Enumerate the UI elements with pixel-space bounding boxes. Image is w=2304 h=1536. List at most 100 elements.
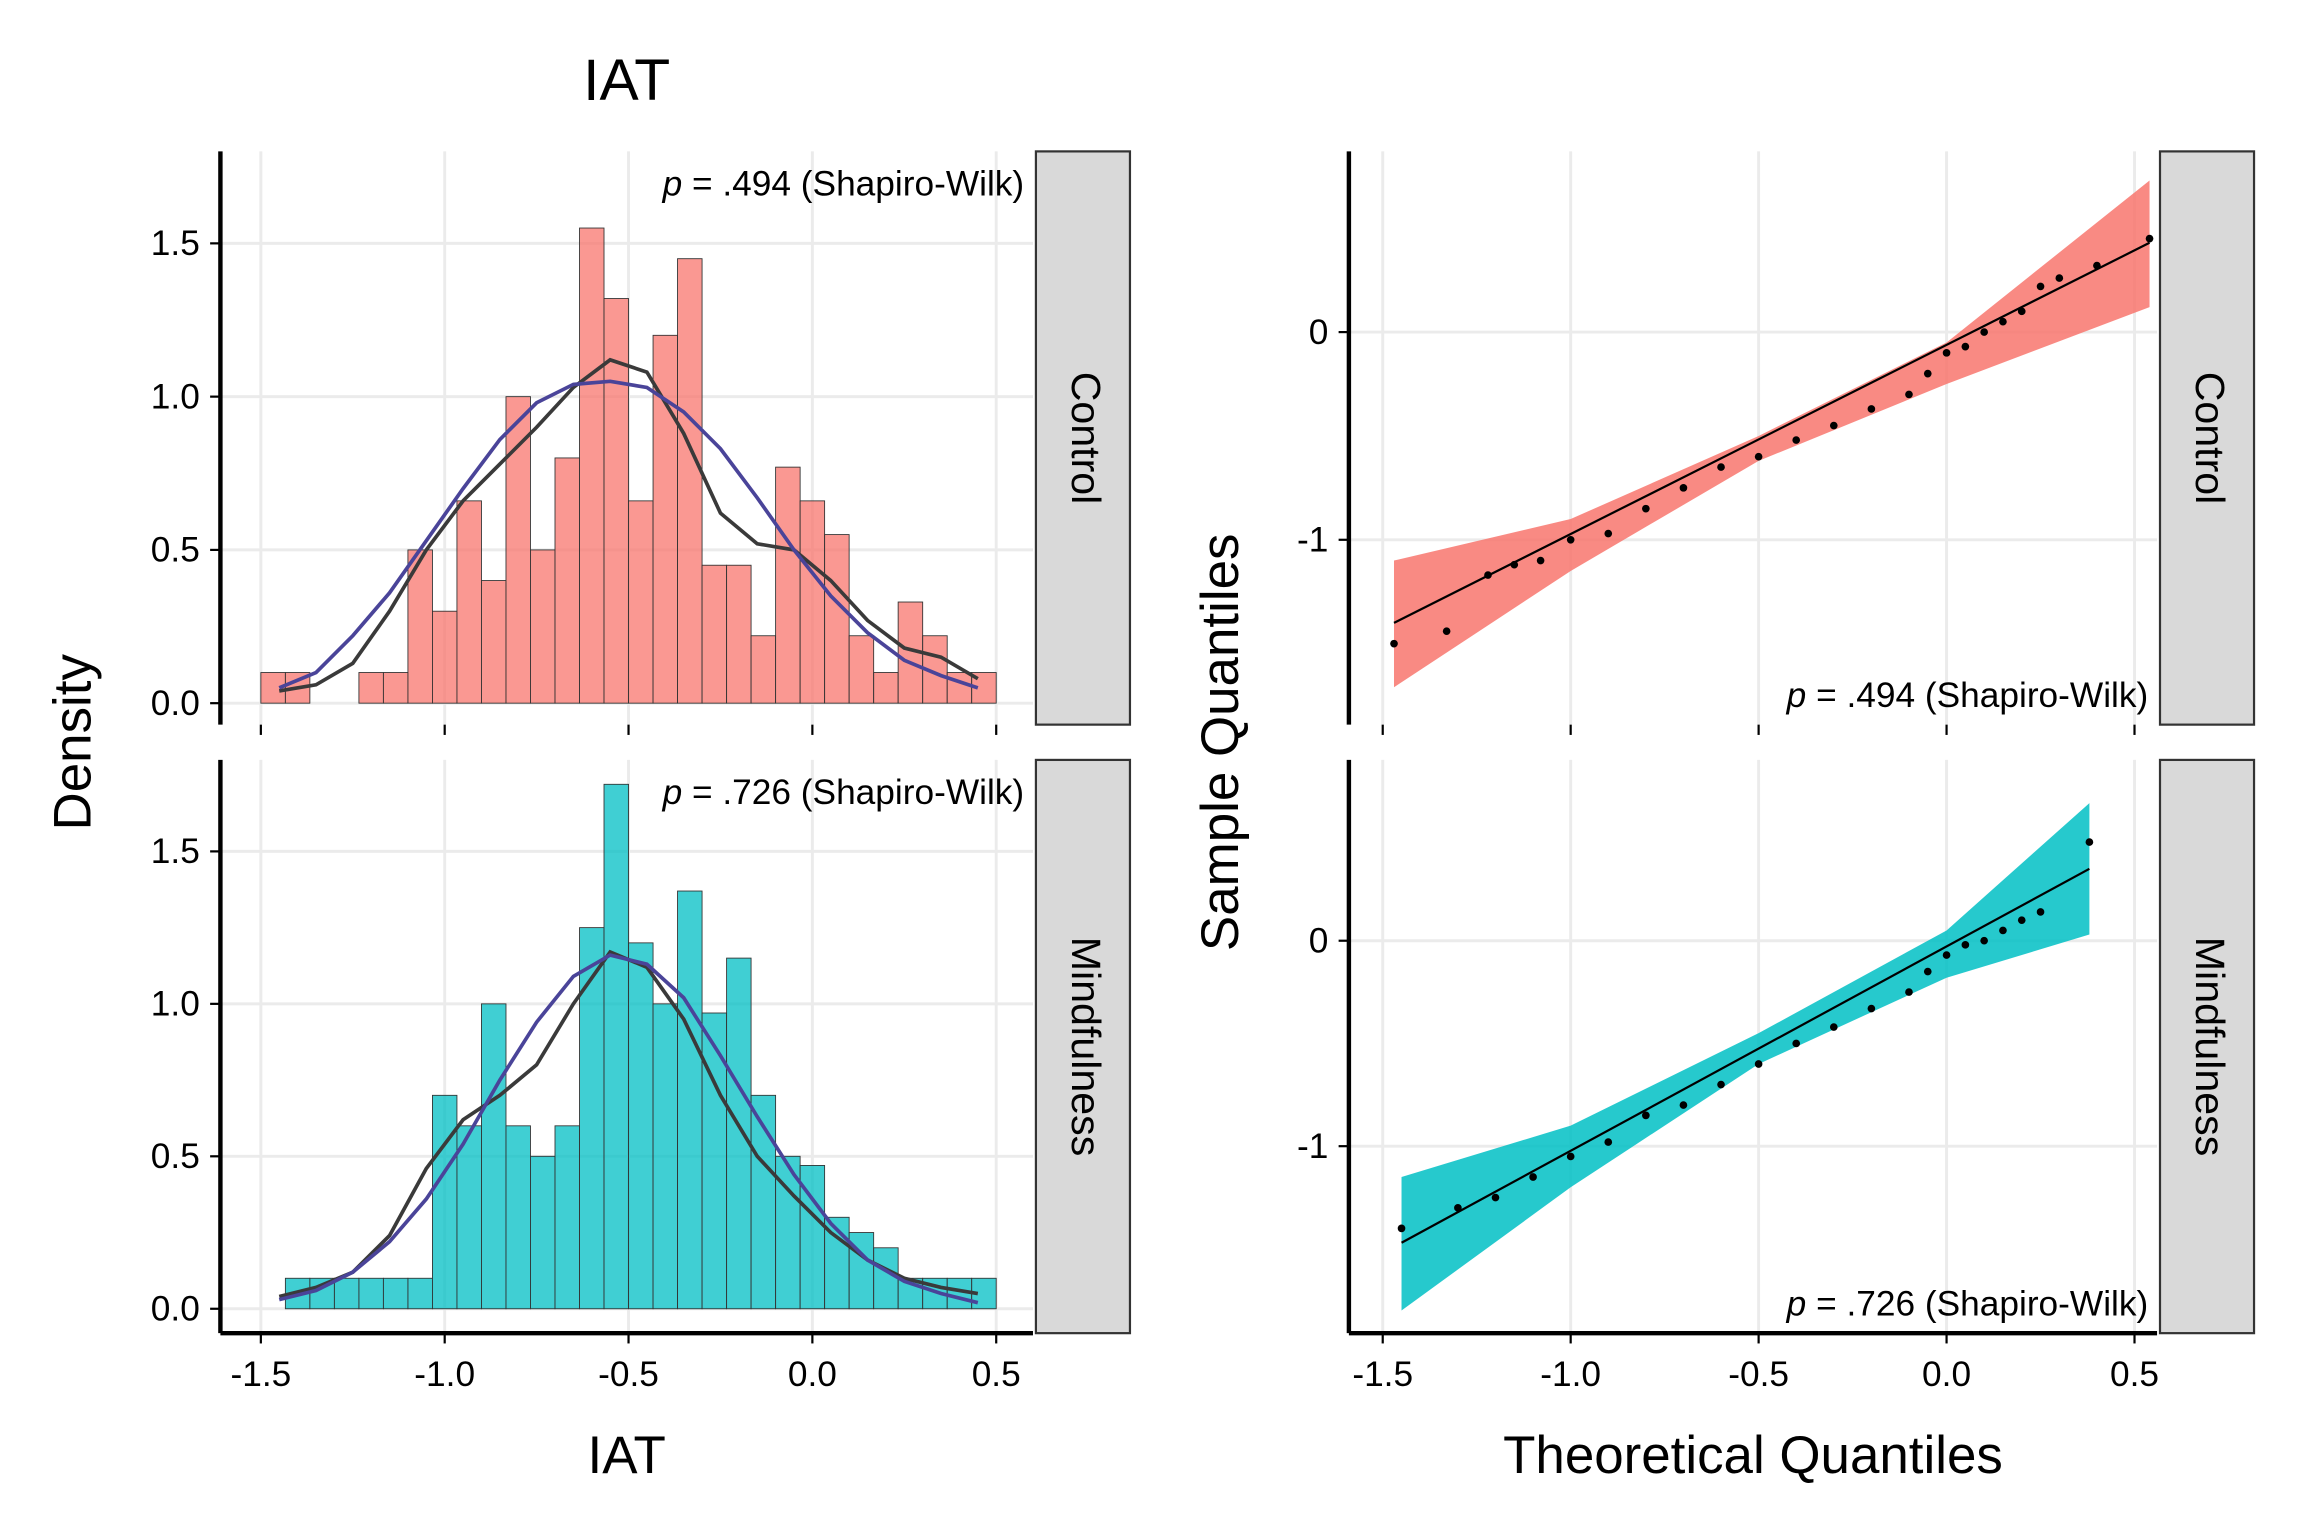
bar bbox=[358, 1277, 384, 1310]
facet-strip bbox=[1034, 150, 1132, 726]
point bbox=[1942, 951, 1951, 959]
x-axis-label: IAT bbox=[588, 1426, 666, 1485]
bar bbox=[456, 1125, 482, 1310]
density-curve bbox=[278, 379, 979, 690]
annotation: p = .726 (Shapiro-Wilk) bbox=[1786, 1285, 2149, 1324]
point bbox=[1491, 1193, 1500, 1202]
bar bbox=[628, 500, 654, 704]
bar bbox=[382, 672, 409, 704]
bar bbox=[824, 534, 850, 704]
bar bbox=[333, 1277, 360, 1310]
x-tick-label: 0.5 bbox=[972, 1355, 1021, 1394]
bar bbox=[799, 500, 826, 704]
bar bbox=[505, 396, 531, 704]
point bbox=[1390, 639, 1398, 648]
point bbox=[2093, 261, 2101, 270]
y-axis-label: Sample Quantiles bbox=[1191, 534, 1250, 952]
bar bbox=[481, 1003, 507, 1310]
point bbox=[1566, 1152, 1575, 1161]
point bbox=[1999, 926, 2007, 935]
point bbox=[1566, 535, 1575, 544]
bar bbox=[726, 957, 752, 1310]
point bbox=[2055, 274, 2064, 282]
point bbox=[2085, 838, 2094, 846]
bar bbox=[750, 635, 777, 704]
point bbox=[1923, 967, 1932, 976]
point bbox=[1792, 436, 1801, 444]
facet-strip bbox=[1034, 758, 1132, 1335]
bar bbox=[432, 1094, 458, 1310]
bar bbox=[579, 227, 605, 704]
bar bbox=[554, 457, 580, 704]
point bbox=[1961, 342, 1970, 351]
annotation-text: = .494 (Shapiro-Wilk) bbox=[1806, 676, 2148, 715]
bar bbox=[481, 580, 507, 704]
bar bbox=[652, 334, 678, 704]
point bbox=[1484, 571, 1492, 579]
facet-label: Control bbox=[1063, 372, 1109, 505]
bar bbox=[873, 672, 899, 704]
point bbox=[1754, 452, 1763, 461]
point bbox=[2145, 234, 2154, 243]
point bbox=[1905, 390, 1913, 399]
x-tick-label: 0.0 bbox=[788, 1355, 837, 1394]
bar bbox=[530, 549, 556, 704]
point bbox=[1923, 369, 1932, 378]
y-tick-label: 1.0 bbox=[151, 985, 200, 1024]
annotation-italic: p bbox=[662, 773, 683, 812]
point bbox=[2017, 916, 2026, 924]
bar bbox=[432, 610, 458, 704]
bar bbox=[407, 1277, 433, 1310]
y-tick-label: 0.0 bbox=[151, 684, 200, 723]
x-axis-label: Theoretical Quantiles bbox=[1503, 1426, 2003, 1485]
bar bbox=[505, 1125, 531, 1310]
point bbox=[1679, 1101, 1688, 1109]
annotation-italic: p bbox=[662, 164, 683, 203]
reference-line bbox=[1393, 241, 2151, 624]
point bbox=[1442, 627, 1451, 635]
point bbox=[1961, 941, 1970, 949]
bar bbox=[652, 1003, 678, 1310]
y-tick-label: 0.0 bbox=[151, 1290, 200, 1329]
point bbox=[1829, 1023, 1838, 1031]
x-tick-label: 0.0 bbox=[1922, 1355, 1971, 1394]
bar bbox=[358, 672, 384, 704]
bar bbox=[603, 298, 629, 704]
point bbox=[1980, 936, 1988, 945]
point bbox=[1679, 484, 1688, 492]
y-tick-label: 1.0 bbox=[151, 377, 200, 416]
y-tick-label: 1.5 bbox=[151, 224, 200, 263]
bar bbox=[554, 1125, 580, 1310]
point bbox=[1829, 421, 1838, 430]
y-tick-label: -1 bbox=[1297, 1127, 1328, 1166]
bar bbox=[701, 564, 728, 704]
annotation-text: = .494 (Shapiro-Wilk) bbox=[682, 164, 1024, 203]
facet-label: Control bbox=[2187, 372, 2233, 505]
y-tick-label: 0 bbox=[1309, 313, 1329, 352]
x-tick-label: 0.5 bbox=[2110, 1355, 2159, 1394]
x-tick-label: -1.0 bbox=[1540, 1355, 1601, 1394]
bar bbox=[750, 1094, 777, 1310]
density-curve bbox=[278, 357, 979, 693]
bar bbox=[677, 890, 703, 1310]
density-curve bbox=[278, 953, 979, 1305]
y-tick-label: 0.5 bbox=[151, 1137, 200, 1176]
point bbox=[1905, 988, 1913, 996]
y-axis-label: Density bbox=[43, 654, 102, 831]
point bbox=[1792, 1039, 1801, 1048]
point bbox=[1942, 349, 1951, 357]
bar bbox=[848, 635, 875, 704]
point bbox=[1397, 1224, 1406, 1233]
point bbox=[2017, 307, 2026, 316]
point bbox=[2036, 908, 2045, 916]
annotation-text: = .726 (Shapiro-Wilk) bbox=[682, 773, 1024, 812]
bar bbox=[579, 927, 605, 1310]
point bbox=[1604, 1138, 1613, 1146]
point bbox=[1642, 1111, 1650, 1120]
bar bbox=[603, 783, 629, 1310]
bar bbox=[726, 564, 752, 704]
point bbox=[1604, 529, 1613, 538]
x-tick-label: -0.5 bbox=[598, 1355, 659, 1394]
